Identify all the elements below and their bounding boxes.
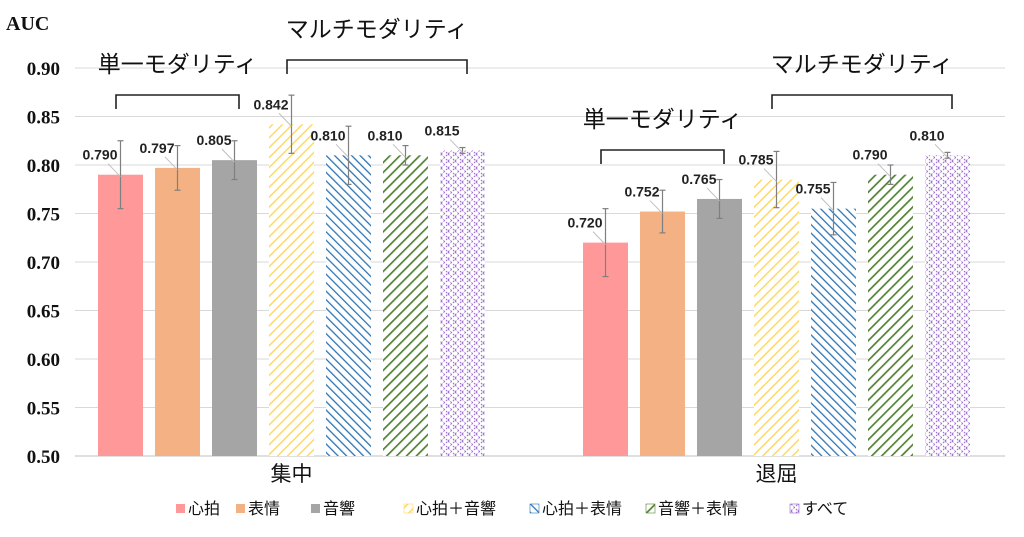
bar [212,160,257,456]
label-leader-line [164,156,178,171]
legend-swatch [529,503,540,514]
legend-swatch [645,503,656,514]
legend-swatch [311,504,320,513]
legend-label: 音響＋表情 [658,499,738,518]
y-axis: 0.90 0.85 0.80 0.75 0.70 0.65 0.60 0.55 0.50 [27,59,60,468]
y-tick-label: 0.85 [27,108,60,129]
y-tick-label: 0.90 [27,59,60,80]
label-leader-lines [107,112,948,245]
legend-swatch [789,503,800,514]
label-leader-line [392,143,406,158]
legend-label: すべて [802,499,848,518]
y-tick-label: 0.75 [27,205,60,226]
data-label: 0.842 [253,96,288,112]
label-leader-line [449,139,463,153]
bar [583,242,628,456]
legend-swatch [236,504,245,513]
modality-bracket [771,94,953,109]
modality-bracket-label: 単一モダリティ [583,107,743,133]
y-tick-label: 0.80 [27,156,60,177]
legend-swatch [403,503,414,514]
modality-bracket [115,94,240,109]
data-label: 0.790 [852,147,887,163]
bar [811,208,856,456]
label-leader-line [278,112,292,127]
bar [326,155,371,457]
label-leader-line [649,200,663,214]
label-leader-line [592,231,606,245]
bar [925,155,970,457]
legend-label: 心拍 [188,499,220,518]
label-leader-line [706,187,720,202]
legend-swatch [176,504,185,513]
label-leader-line [934,143,948,158]
legend-label: 表情 [248,499,280,518]
bar [383,155,428,457]
data-label: 0.805 [196,132,231,148]
data-label: 0.720 [567,215,602,231]
y-axis-label: AUC [6,13,49,35]
data-label: 0.815 [424,122,459,138]
data-labels: 0.790 0.720 0.797 0.752 0.805 0.765 0.842 0.785… [82,96,944,230]
x-axis-categories: 集中 退屈 [271,462,798,486]
y-tick-label: 0.70 [27,253,60,274]
data-label: 0.785 [738,152,773,168]
modality-bracket-label: 単一モダリティ [98,52,258,78]
label-leader-line [763,168,777,182]
label-leader-line [107,163,121,178]
label-leader-line [221,148,235,163]
y-tick-label: 0.60 [27,350,60,371]
data-label: 0.755 [795,181,830,197]
y-tick-label: 0.65 [27,302,60,323]
data-label: 0.810 [310,127,345,143]
category-label: 退屈 [756,462,798,486]
legend-label: 心拍＋表情 [542,499,622,518]
legend-label: 心拍＋音響 [416,499,496,518]
error-bars [117,94,951,278]
y-tick-label: 0.55 [27,399,60,420]
bar [269,124,314,456]
bar [440,150,485,456]
modality-bracket-label: マルチモダリティ [286,17,469,43]
legend: 心拍 表情 音響 心拍＋音響 心拍＋表情 音響＋表情 すべて [176,499,848,518]
bar [754,179,799,457]
data-label: 0.810 [367,127,402,143]
y-tick-label: 0.50 [27,447,60,468]
data-label: 0.790 [82,147,117,163]
label-leader-line [335,143,349,158]
modality-bracket [600,149,725,164]
category-label: 集中 [271,462,313,486]
bar [697,198,742,456]
bar [98,174,143,456]
bar [868,174,913,456]
label-leader-line [877,163,891,178]
bars [98,124,970,457]
bar [155,167,200,456]
data-label: 0.752 [624,184,659,200]
modality-bracket-label: マルチモダリティ [771,52,954,78]
bar [640,211,685,456]
legend-label: 音響 [323,499,355,518]
modality-bracket [286,59,468,74]
label-leader-line [820,197,834,211]
data-label: 0.797 [139,140,174,156]
data-label: 0.765 [681,171,716,187]
data-label: 0.810 [909,127,944,143]
